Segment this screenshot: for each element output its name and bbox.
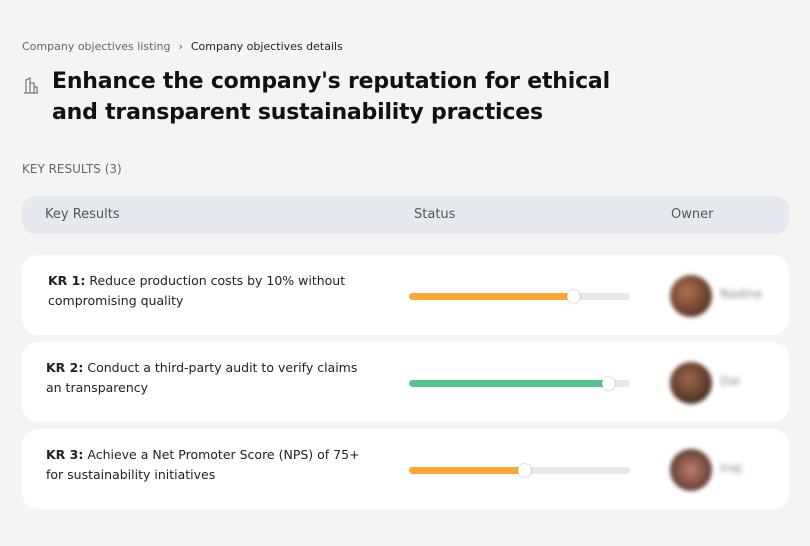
progress-knob — [566, 290, 580, 303]
header-key-results: Key Results — [45, 207, 120, 222]
key-result-row[interactable]: KR 2: Conduct a third-party audit to ver… — [22, 342, 789, 422]
avatar — [670, 449, 712, 491]
key-result-text: KR 3: Achieve a Net Promoter Score (NPS)… — [46, 445, 376, 485]
key-results-count: KEY RESULTS (3) — [22, 162, 122, 176]
key-result-id: KR 2: — [46, 360, 84, 375]
key-result-row[interactable]: KR 3: Achieve a Net Promoter Score (NPS)… — [22, 429, 789, 509]
header-status: Status — [414, 207, 456, 222]
owner-name: Dai — [720, 374, 740, 388]
avatar — [670, 362, 712, 404]
progress-knob — [517, 464, 531, 477]
page-title: Enhance the company's reputation for eth… — [52, 69, 610, 125]
table-header: Key Results Status Owner — [22, 196, 789, 234]
progress-bar — [409, 464, 630, 477]
progress-fill — [409, 380, 608, 387]
progress-bar — [409, 377, 630, 390]
breadcrumb: Company objectives listing › Company obj… — [22, 40, 343, 53]
key-result-row[interactable]: KR 1: Reduce production costs by 10% wit… — [22, 255, 789, 335]
buildings-icon — [24, 77, 38, 94]
breadcrumb-current: Company objectives details — [190, 40, 343, 53]
chevron-right-icon: › — [178, 40, 183, 53]
key-result-description: Conduct a third-party audit to verify cl… — [46, 360, 358, 395]
breadcrumb-parent-link[interactable]: Company objectives listing — [22, 40, 171, 53]
key-result-text: KR 2: Conduct a third-party audit to ver… — [46, 358, 376, 398]
progress-fill — [409, 293, 573, 300]
key-result-description: Achieve a Net Promoter Score (NPS) of 75… — [46, 447, 360, 482]
header-owner: Owner — [671, 207, 714, 222]
key-result-description: Reduce production costs by 10% without c… — [48, 273, 346, 308]
progress-bar — [409, 290, 630, 303]
avatar — [670, 275, 712, 317]
owner-name: Nadine — [720, 287, 763, 301]
key-result-text: KR 1: Reduce production costs by 10% wit… — [48, 271, 378, 311]
key-result-id: KR 3: — [46, 447, 84, 462]
progress-knob — [601, 377, 615, 390]
progress-fill — [409, 467, 524, 474]
owner-name: Inaj — [720, 461, 742, 475]
page-header: Enhance the company's reputation for eth… — [22, 66, 652, 128]
key-result-id: KR 1: — [48, 273, 86, 288]
